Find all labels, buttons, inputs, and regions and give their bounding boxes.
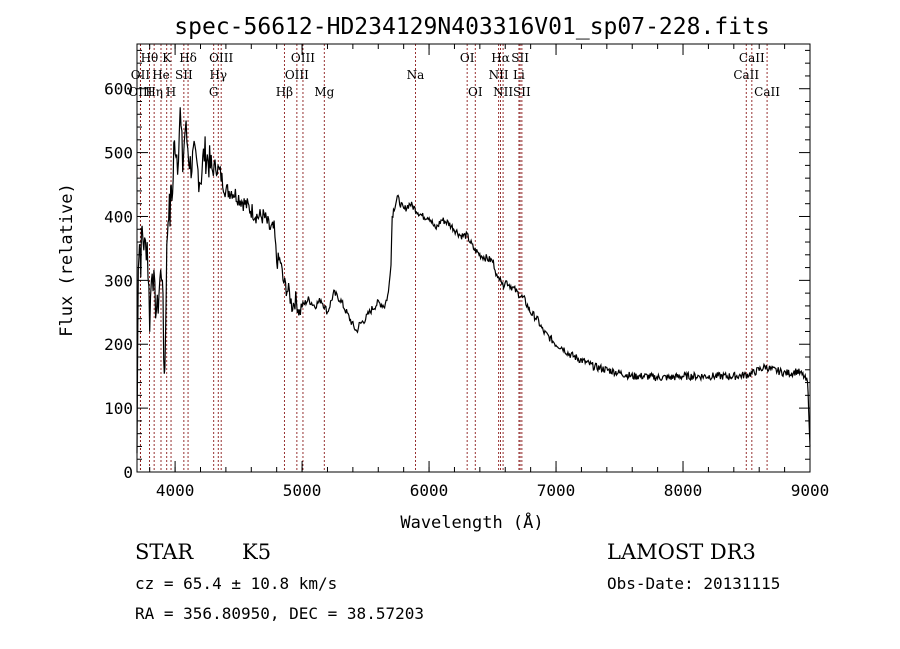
annotation-label: Hβ: [276, 85, 293, 99]
annotation-label: Hη: [145, 85, 163, 99]
y-tick-label: 500: [104, 144, 133, 163]
object-subclass: K5: [242, 540, 272, 564]
x-tick-label: 9000: [791, 481, 830, 500]
y-tick-label: 300: [104, 271, 133, 290]
annotation-label: SII: [175, 68, 193, 82]
y-axis-ticks: 0 100 200 300 400 500 600: [104, 49, 810, 482]
x-tick-label: 6000: [410, 481, 449, 500]
plot-frame: [136, 43, 811, 473]
survey-name: LAMOST DR3: [607, 540, 756, 564]
x-tick-label: 7000: [537, 481, 576, 500]
annotation-label: CaII: [739, 51, 765, 65]
y-tick-label: 0: [123, 463, 133, 482]
chart-title: spec-56612-HD234129N403316V01_sp07-228.f…: [174, 14, 769, 40]
annotation-label: He: [152, 68, 170, 82]
object-class: STAR: [135, 540, 194, 564]
annotation-label: NII: [493, 85, 513, 99]
annotation-label: Li: [513, 68, 525, 82]
redshift-text: cz = 65.4 ± 10.8 km/s: [135, 574, 338, 593]
y-tick-label: 600: [104, 80, 133, 99]
y-tick-label: 200: [104, 335, 133, 354]
obs-date: Obs-Date: 20131115: [607, 574, 781, 593]
annotation-label: CaII: [733, 68, 759, 82]
x-axis-ticks: 4000 5000 6000 7000 8000 9000: [149, 44, 830, 500]
y-tick-label: 100: [104, 399, 133, 418]
coordinates-text: RA = 356.80950, DEC = 38.57203: [135, 604, 424, 623]
annotation-label: OIII: [209, 51, 233, 65]
annotation-label: Hδ: [179, 51, 197, 65]
annotation-label: SII: [511, 51, 529, 65]
annotation-label: SII: [513, 85, 531, 99]
spectrum-line: [136, 107, 811, 454]
annotation-label: NII: [489, 68, 509, 82]
x-axis-label: Wavelength (Å): [400, 511, 543, 533]
annotation-label: CaII: [754, 85, 780, 99]
y-tick-label: 400: [104, 207, 133, 226]
annotation-label: K: [162, 51, 172, 65]
annotation-label: OI: [460, 51, 475, 65]
annotation-label: Mg: [314, 85, 334, 99]
annotation-label: Na: [407, 68, 425, 82]
annotation-label: H: [166, 85, 176, 99]
x-tick-label: 5000: [283, 481, 322, 500]
annotation-label: OI: [468, 85, 483, 99]
annotation-label: G: [209, 85, 219, 99]
annotation-label: OII: [131, 68, 151, 82]
annotation-label: OIII: [285, 68, 309, 82]
annotation-label: Hα: [491, 51, 510, 65]
x-tick-label: 4000: [156, 481, 195, 500]
line-annotations: [139, 44, 768, 472]
annotation-label: OIII: [291, 51, 315, 65]
annotation-label: Hγ: [209, 68, 227, 82]
annotation-label: Hθ: [141, 51, 159, 65]
y-axis-label: Flux (relative): [57, 183, 77, 337]
x-tick-label: 8000: [664, 481, 703, 500]
